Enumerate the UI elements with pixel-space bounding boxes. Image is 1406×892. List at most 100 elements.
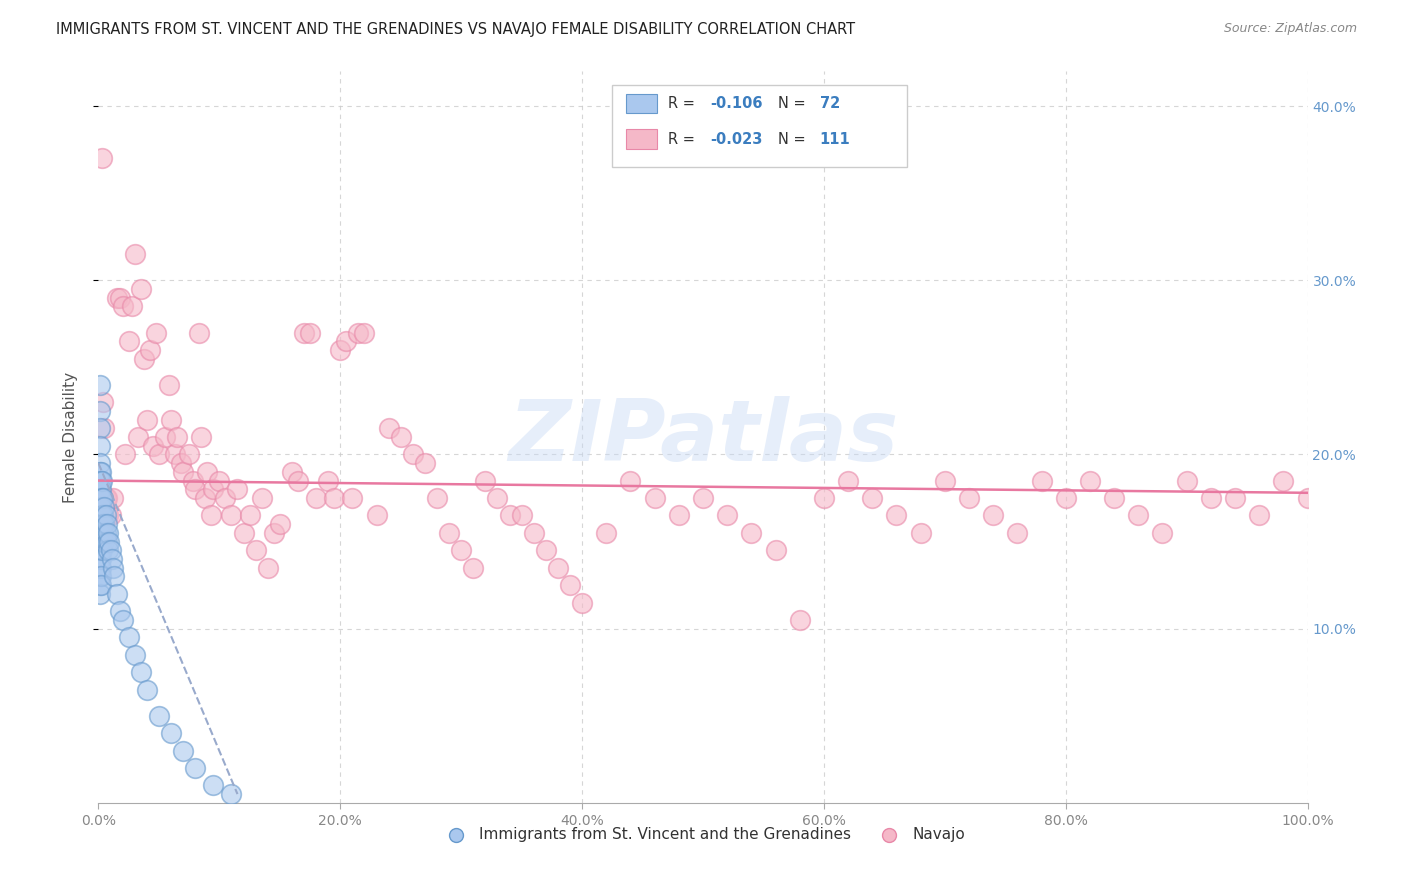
Point — [1007, 525, 1029, 540]
Point — [195, 465, 218, 479]
Point — [135, 682, 157, 697]
Point — [101, 491, 124, 505]
Point — [287, 474, 309, 488]
Point — [335, 334, 357, 349]
Point — [1223, 491, 1246, 505]
Point — [437, 525, 460, 540]
Point — [1128, 508, 1150, 523]
Point — [245, 543, 267, 558]
Point — [114, 448, 136, 462]
Point — [91, 525, 114, 540]
Point — [135, 412, 157, 426]
Point — [103, 569, 125, 583]
Point — [89, 483, 111, 497]
Point — [316, 474, 339, 488]
Point — [91, 395, 114, 409]
Point — [619, 474, 641, 488]
Point — [90, 474, 112, 488]
Point — [91, 517, 114, 532]
Point — [97, 508, 120, 523]
Text: -0.023: -0.023 — [710, 132, 762, 146]
Point — [96, 491, 118, 505]
Point — [1272, 474, 1295, 488]
Point — [486, 491, 509, 505]
Point — [187, 326, 209, 340]
Point — [534, 543, 557, 558]
Point — [91, 543, 114, 558]
Point — [299, 326, 322, 340]
Point — [226, 483, 249, 497]
Point — [118, 631, 141, 645]
Point — [91, 534, 114, 549]
Point — [263, 525, 285, 540]
Point — [89, 517, 111, 532]
Point — [91, 508, 114, 523]
Point — [91, 491, 114, 505]
Point — [94, 525, 117, 540]
Text: R =: R = — [668, 96, 699, 111]
Point — [214, 491, 236, 505]
Point — [101, 560, 124, 574]
Point — [510, 508, 533, 523]
Point — [172, 743, 194, 757]
Point — [202, 778, 225, 792]
Point — [813, 491, 835, 505]
Point — [105, 587, 128, 601]
Point — [860, 491, 883, 505]
Point — [1102, 491, 1125, 505]
Point — [90, 569, 112, 583]
Point — [89, 552, 111, 566]
Point — [89, 569, 111, 583]
Point — [329, 343, 352, 357]
Point — [1175, 474, 1198, 488]
Text: R =: R = — [668, 132, 699, 146]
Point — [323, 491, 346, 505]
Text: ZIPatlas: ZIPatlas — [508, 395, 898, 479]
Point — [148, 708, 170, 723]
Point — [668, 508, 690, 523]
Point — [100, 543, 122, 558]
Point — [89, 456, 111, 470]
Point — [789, 613, 811, 627]
Point — [111, 300, 134, 314]
Point — [292, 326, 315, 340]
Point — [90, 465, 112, 479]
Point — [558, 578, 581, 592]
Point — [179, 448, 201, 462]
Point — [169, 456, 191, 470]
Point — [98, 534, 121, 549]
Point — [172, 465, 194, 479]
Point — [91, 517, 114, 532]
Point — [765, 543, 787, 558]
Point — [100, 508, 122, 523]
Point — [716, 508, 738, 523]
Point — [129, 665, 152, 680]
Point — [1152, 525, 1174, 540]
Point — [91, 474, 114, 488]
Point — [232, 525, 254, 540]
Point — [145, 326, 167, 340]
Point — [934, 474, 956, 488]
Text: N =: N = — [778, 132, 810, 146]
Point — [692, 491, 714, 505]
Point — [269, 517, 291, 532]
Point — [221, 508, 243, 523]
Point — [90, 517, 112, 532]
Point — [1199, 491, 1222, 505]
Point — [474, 474, 496, 488]
Point — [108, 604, 131, 618]
Point — [100, 552, 122, 566]
Text: N =: N = — [778, 96, 810, 111]
Point — [90, 534, 112, 549]
Point — [1296, 491, 1319, 505]
Point — [89, 377, 111, 392]
Point — [91, 508, 114, 523]
Point — [89, 534, 111, 549]
Point — [498, 508, 520, 523]
Point — [463, 560, 485, 574]
Point — [184, 483, 207, 497]
Point — [89, 465, 111, 479]
Point — [127, 430, 149, 444]
Point — [450, 543, 472, 558]
Point — [90, 552, 112, 566]
